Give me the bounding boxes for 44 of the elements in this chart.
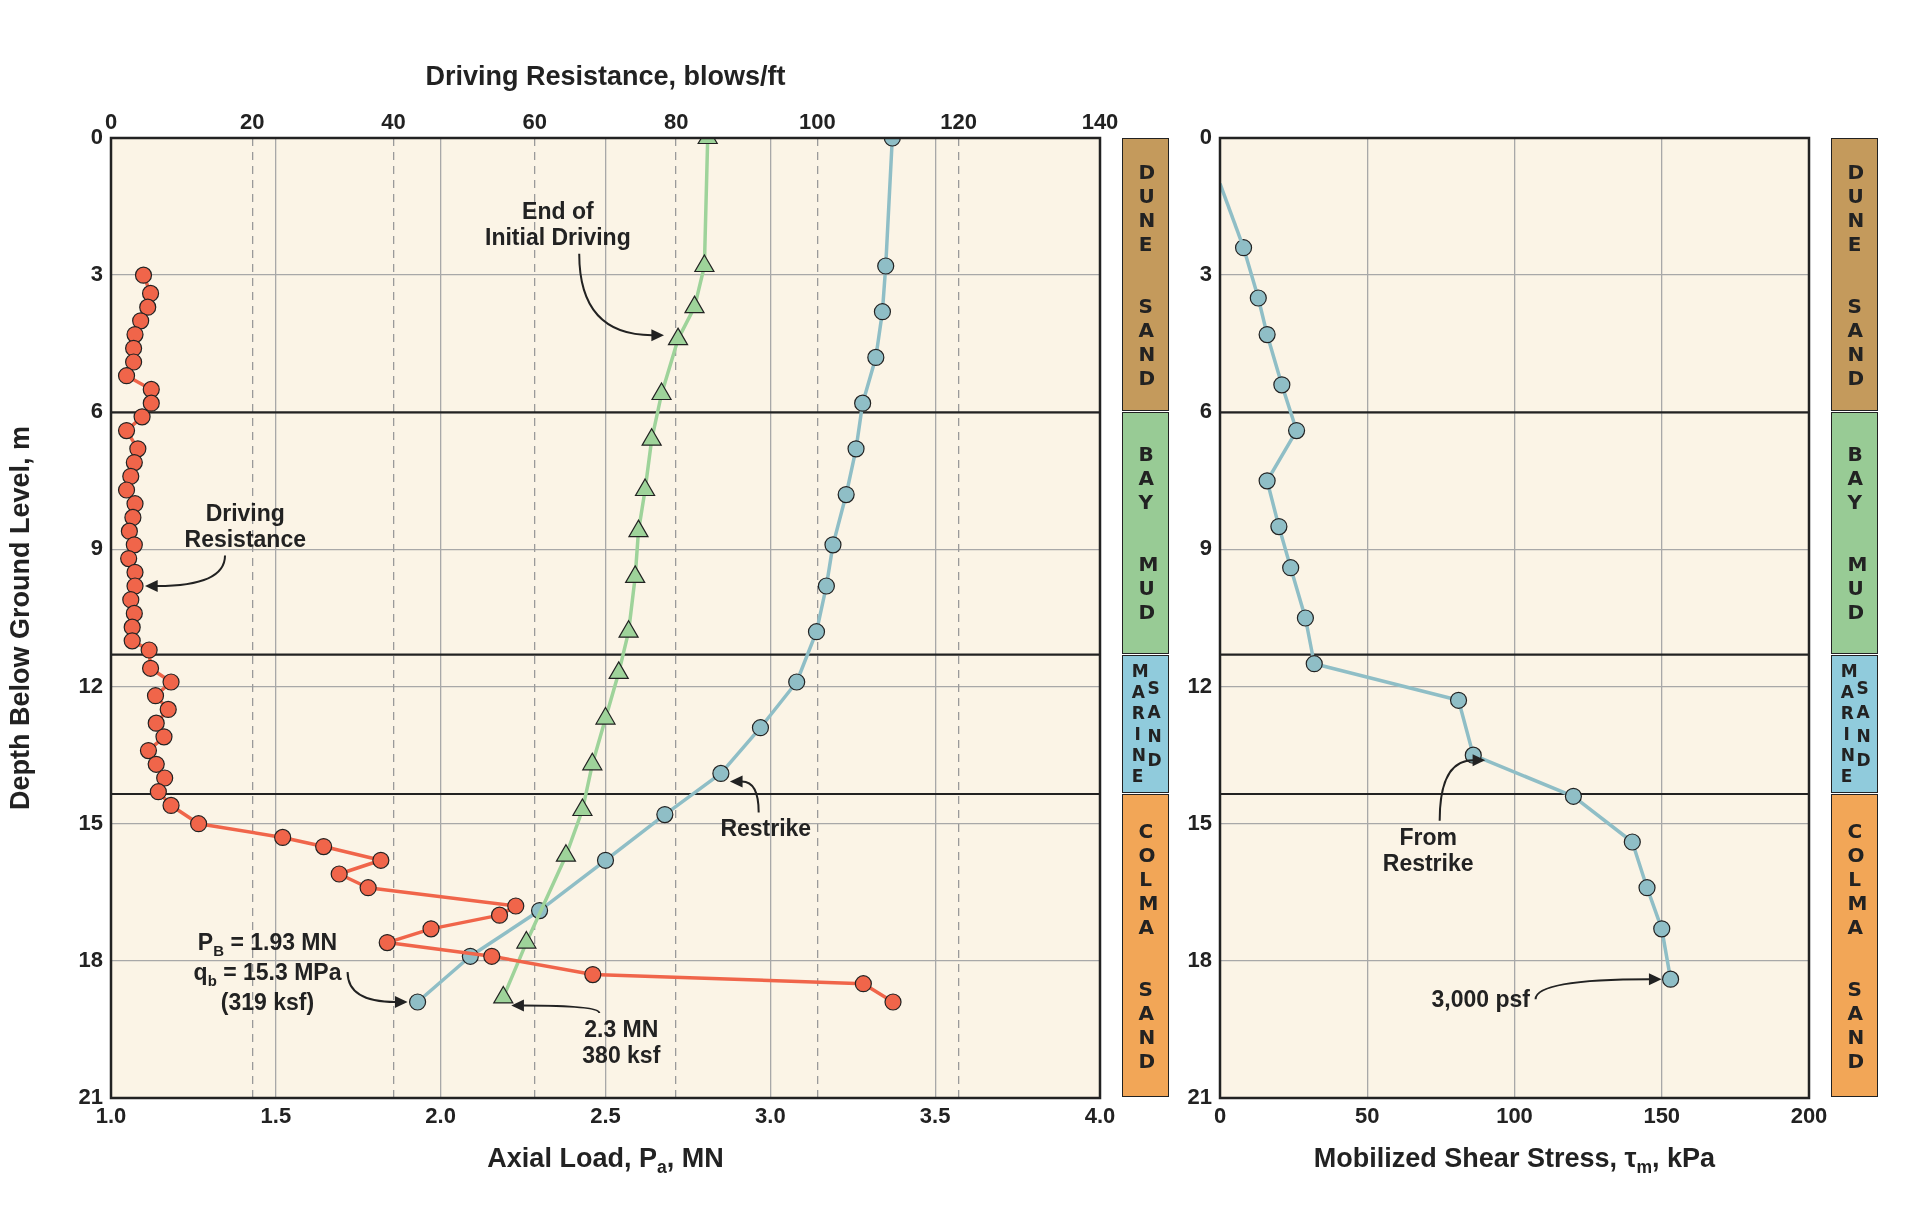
y-tick-label: 3	[90, 261, 103, 287]
x2-tick-label: 40	[381, 108, 406, 134]
legend-label: Restrike	[720, 815, 812, 842]
x-tick-label: 1.5	[260, 1103, 292, 1129]
y-tick-label: 9	[1199, 535, 1212, 561]
annotation: 2.3 MN 380 ksf	[582, 1015, 661, 1069]
x2-tick-label: 120	[940, 108, 978, 134]
y-tick-label: 6	[1199, 398, 1212, 424]
soil-column: DUNE SAND BAY MUD MARINE SAND COLMA SAND	[1831, 138, 1879, 1098]
annotation: From Restrike	[1382, 823, 1474, 877]
y-tick-label: 18	[78, 946, 103, 972]
y-tick-label: 12	[1187, 672, 1212, 698]
y-tick-label: 21	[1187, 1084, 1212, 1110]
soil-column: DUNE SAND BAY MUD MARINE SAND COLMA SAND	[1122, 138, 1170, 1098]
y-tick-label: 15	[78, 809, 103, 835]
x-tick-label: 200	[1790, 1103, 1828, 1129]
x2-tick-label: 80	[663, 108, 689, 134]
annotation: P$_{B}$ = 1.93 MN q$_{b}$ = 15.3 MPa (319 ksf)	[193, 929, 342, 1015]
y-tick-label: 0	[1199, 124, 1212, 150]
x2-tick-label: 140	[1081, 108, 1119, 134]
x-tick-label: 1.0	[95, 1103, 127, 1129]
x-tick-label: 3.0	[755, 1103, 786, 1129]
x-tick-label: 50	[1355, 1103, 1380, 1129]
y-tick-label: 18	[1187, 946, 1212, 972]
x2-tick-label: 60	[522, 108, 548, 134]
y-tick-label: 0	[90, 124, 103, 150]
y-tick-label: 12	[78, 672, 103, 698]
y-tick-label: 6	[90, 398, 103, 424]
y-tick-label: 9	[90, 535, 103, 561]
x-tick-label: 2.0	[425, 1103, 456, 1129]
text: End of Initial Driving	[485, 197, 631, 251]
y-axis-title: Depth Below Ground Level, m	[5, 425, 36, 811]
x2-axis-title: Driving Resistance, blows/ft	[425, 61, 786, 92]
x-tick-label: 150	[1643, 1103, 1681, 1129]
x-tick-label: 2.5	[590, 1103, 621, 1129]
x-tick-label: 100	[1496, 1103, 1533, 1129]
x-tick-label: 4.0	[1084, 1103, 1116, 1129]
y-tick-label: 3	[1199, 261, 1212, 287]
y-tick-label: 15	[1187, 809, 1212, 835]
x2-tick-label: 20	[240, 108, 265, 134]
x2-tick-label: 100	[799, 108, 836, 134]
annotation: 3,000 psf	[1431, 986, 1531, 1013]
series-label: Driving Resistance	[184, 499, 306, 553]
x-tick-label: 3.5	[919, 1103, 951, 1129]
